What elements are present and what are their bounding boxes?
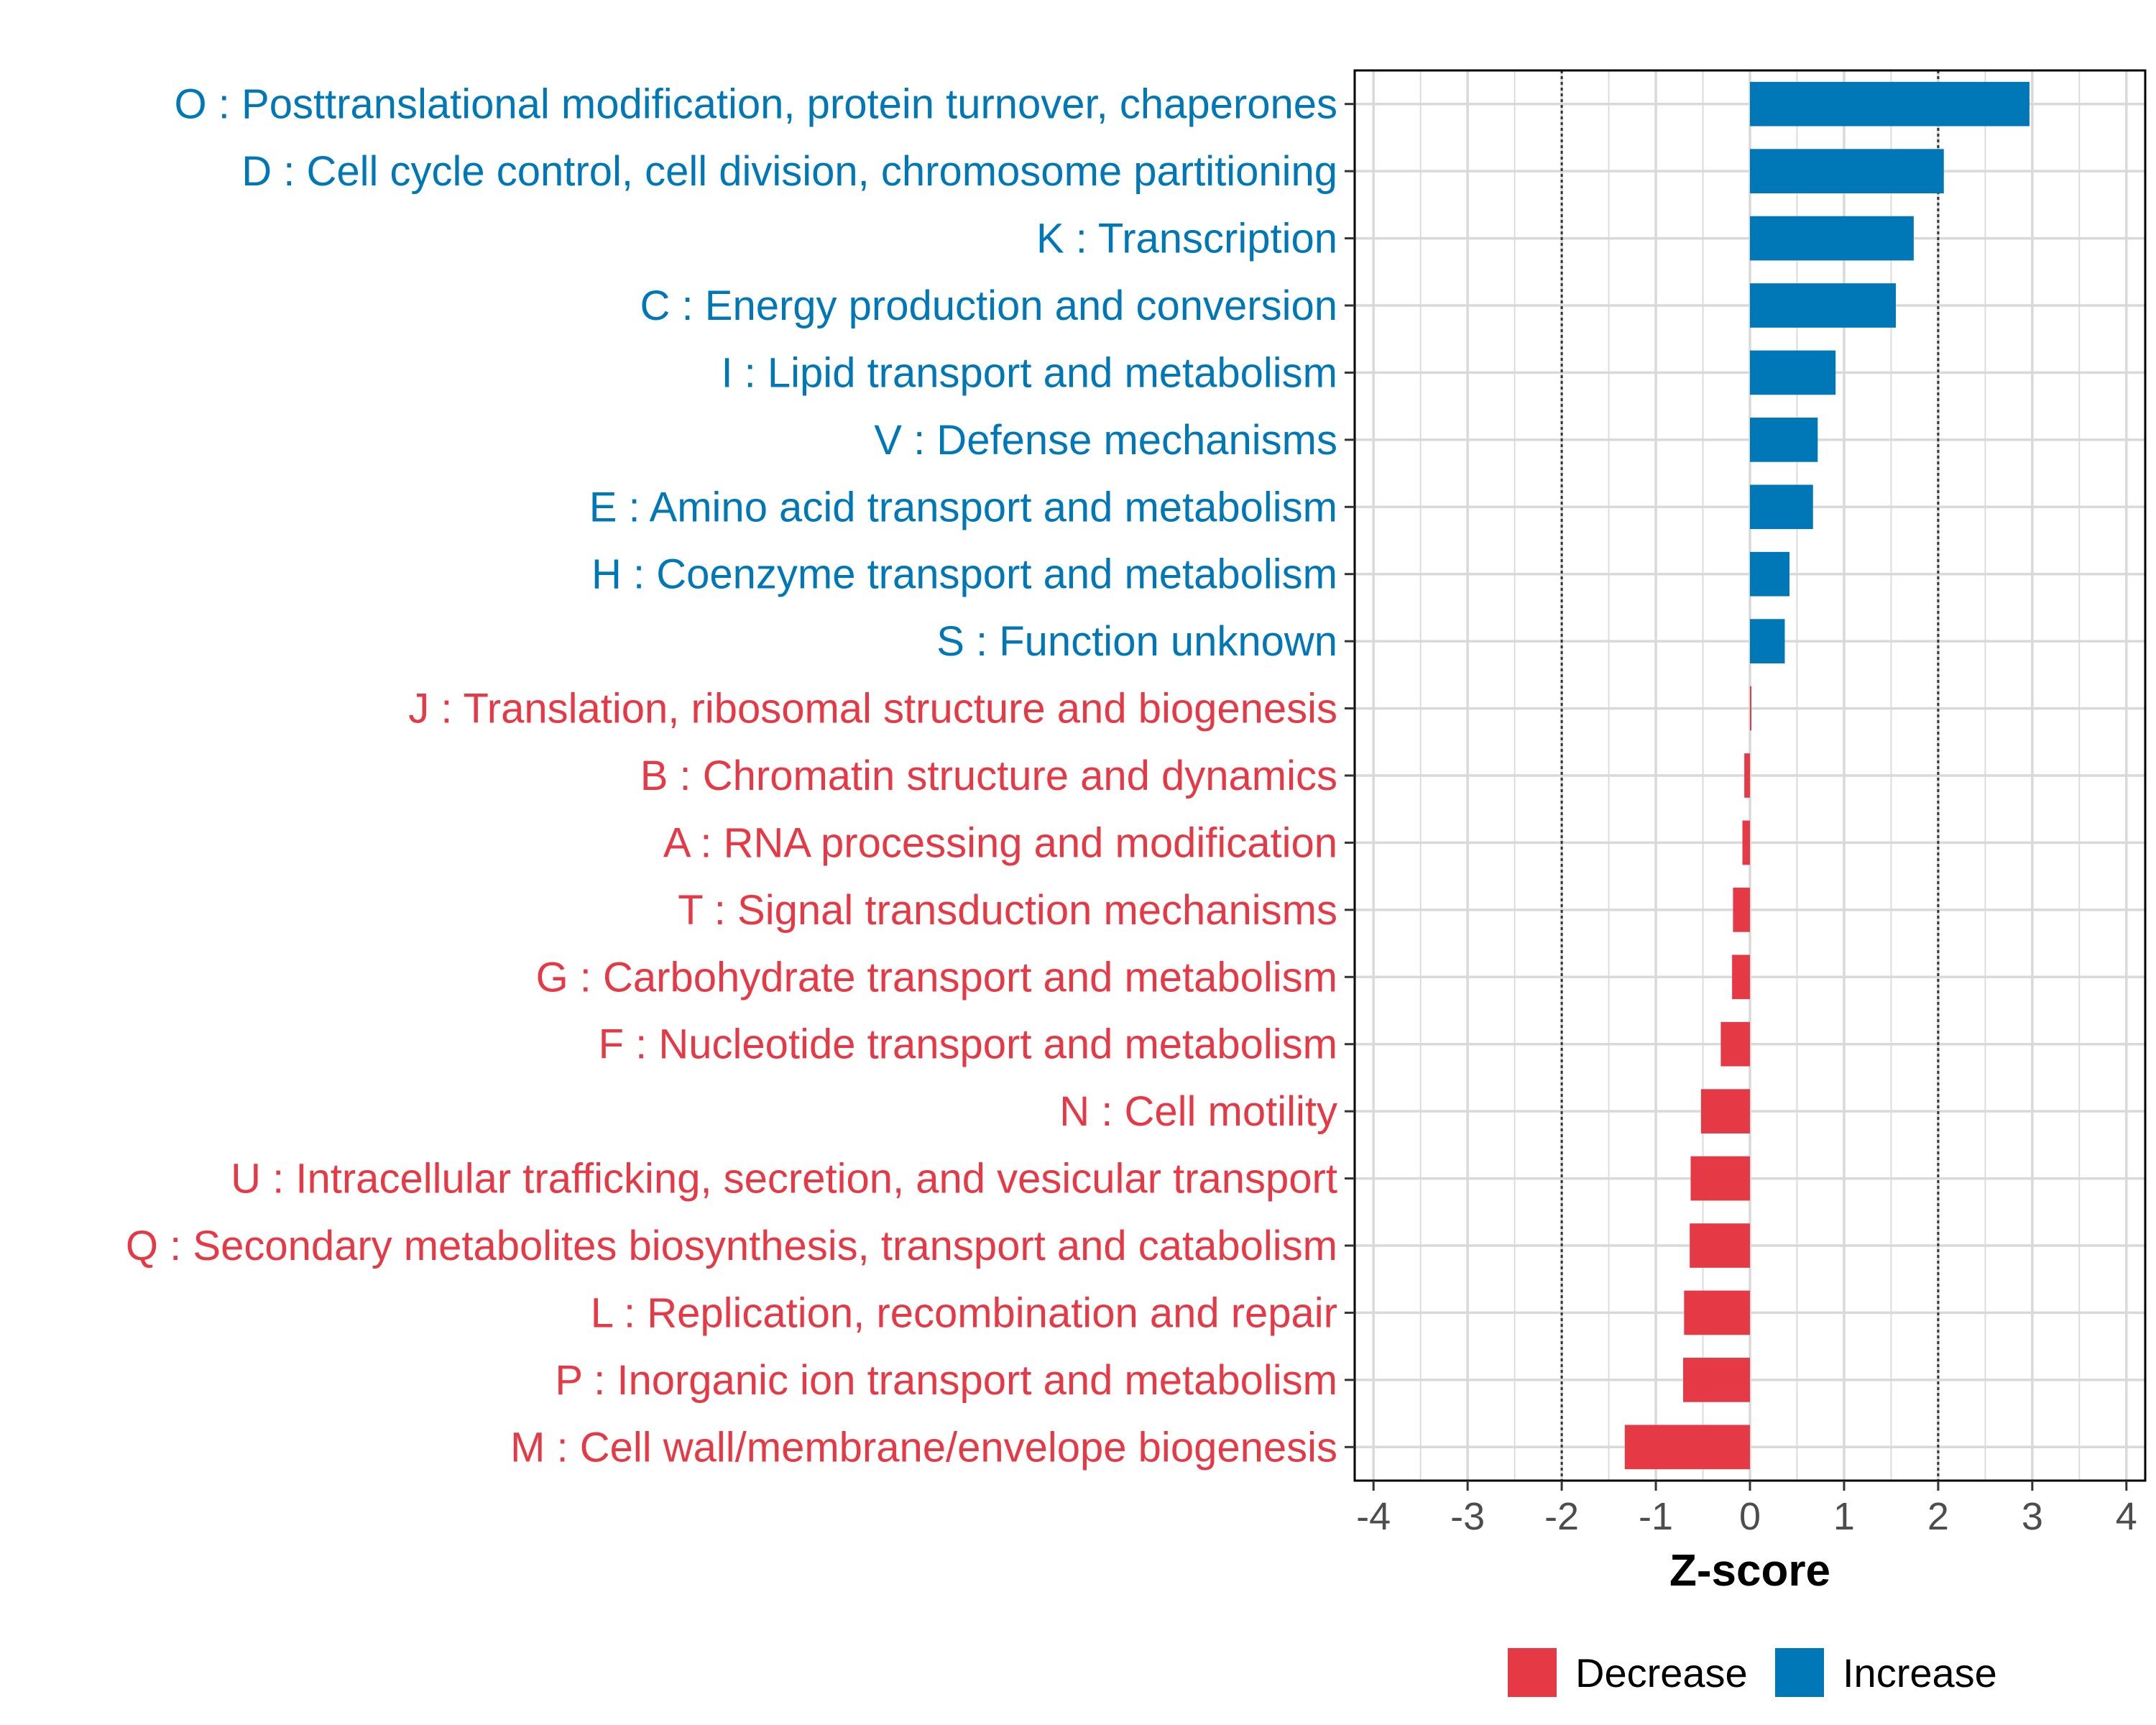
bar	[1624, 1425, 1750, 1470]
x-tick-label: -3	[1450, 1495, 1485, 1538]
category-label: Q : Secondary metabolites biosynthesis, …	[126, 1223, 1337, 1269]
bar	[1750, 283, 1896, 328]
category-label: J : Translation, ribosomal structure and…	[408, 686, 1337, 732]
category-label: B : Chromatin structure and dynamics	[640, 753, 1337, 799]
x-tick-label: 2	[1927, 1495, 1949, 1538]
x-tick-label: 0	[1739, 1495, 1761, 1538]
category-label: S : Function unknown	[936, 618, 1337, 665]
x-tick-label: -1	[1639, 1495, 1673, 1538]
bars	[1624, 81, 2030, 1470]
legend-swatch	[1508, 1648, 1557, 1697]
bar	[1690, 1223, 1750, 1268]
bar	[1742, 820, 1750, 865]
bar	[1750, 484, 1813, 530]
category-label: D : Cell cycle control, cell division, c…	[241, 148, 1337, 195]
x-axis-title: Z-score	[1669, 1546, 1830, 1596]
bar	[1684, 1290, 1750, 1335]
category-label: M : Cell wall/membrane/envelope biogenes…	[510, 1424, 1337, 1471]
category-label: F : Nucleotide transport and metabolism	[599, 1021, 1337, 1068]
x-axis-labels: -4 -3 -2 -1 0 1 2 3 4	[1356, 1495, 2137, 1538]
category-label: O : Posttranslational modification, prot…	[175, 81, 1337, 128]
category-label: T : Signal transduction mechanisms	[678, 887, 1337, 934]
x-tick-label: -2	[1544, 1495, 1579, 1538]
x-tick-label: 4	[2116, 1495, 2137, 1538]
legend-swatch	[1775, 1648, 1824, 1697]
bar	[1683, 1358, 1750, 1402]
bar	[1732, 954, 1750, 1000]
legend-label: Decrease	[1575, 1650, 1748, 1696]
category-label: E : Amino acid transport and metabolism	[589, 484, 1337, 530]
bar	[1750, 216, 1914, 261]
category-label: I : Lipid transport and metabolism	[721, 349, 1337, 396]
category-label: A : RNA processing and modification	[663, 819, 1337, 866]
bar	[1750, 418, 1818, 462]
bar	[1744, 753, 1750, 798]
category-label: L : Replication, recombination and repai…	[591, 1289, 1337, 1336]
bar	[1733, 888, 1750, 932]
x-axis-ticks	[1372, 1481, 2128, 1491]
category-label: H : Coenzyme transport and metabolism	[591, 551, 1337, 598]
x-tick-label: 1	[1833, 1495, 1855, 1538]
category-label: U : Intracellular trafficking, secretion…	[231, 1156, 1337, 1202]
x-tick-label: 3	[2022, 1495, 2043, 1538]
category-label: G : Carbohydrate transport and metabolis…	[536, 954, 1337, 1000]
bar	[1750, 686, 1751, 731]
legend-label: Increase	[1843, 1650, 1997, 1696]
bar	[1750, 149, 1944, 193]
category-label: K : Transcription	[1036, 216, 1337, 262]
bar	[1750, 551, 1789, 597]
y-axis-labels: O : Posttranslational modification, prot…	[126, 81, 1337, 1471]
category-label: C : Energy production and conversion	[640, 282, 1337, 329]
category-label: N : Cell motility	[1059, 1088, 1337, 1135]
bar	[1700, 1089, 1750, 1133]
bar	[1690, 1156, 1750, 1201]
bar	[1750, 619, 1785, 663]
bar	[1720, 1021, 1750, 1067]
bar	[1750, 81, 2030, 126]
legend: Decrease Increase	[1508, 1648, 1997, 1697]
category-label: P : Inorganic ion transport and metaboli…	[555, 1357, 1337, 1404]
x-tick-label: -4	[1356, 1495, 1391, 1538]
category-label: V : Defense mechanisms	[874, 417, 1337, 464]
reference-lines	[1560, 70, 1940, 1481]
bar	[1750, 350, 1836, 395]
y-axis-ticks	[1345, 103, 1355, 1448]
